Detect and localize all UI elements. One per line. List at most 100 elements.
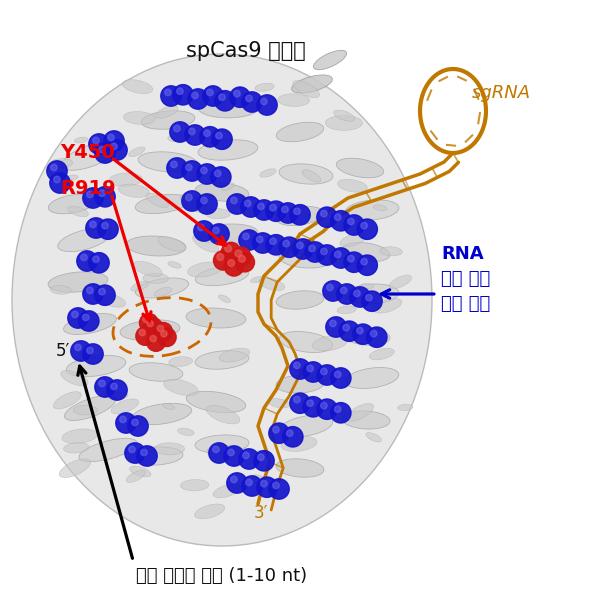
Circle shape xyxy=(98,146,105,152)
Ellipse shape xyxy=(62,142,118,170)
Circle shape xyxy=(326,284,333,290)
Ellipse shape xyxy=(163,403,175,409)
Ellipse shape xyxy=(293,80,320,98)
Circle shape xyxy=(89,134,109,154)
Circle shape xyxy=(303,397,323,417)
Ellipse shape xyxy=(302,170,321,182)
Circle shape xyxy=(104,131,124,151)
Circle shape xyxy=(212,227,219,233)
Circle shape xyxy=(245,479,252,485)
Circle shape xyxy=(154,322,173,341)
Circle shape xyxy=(86,191,93,197)
Circle shape xyxy=(241,197,261,217)
Ellipse shape xyxy=(154,287,172,296)
Ellipse shape xyxy=(198,140,258,160)
Ellipse shape xyxy=(49,194,95,214)
Circle shape xyxy=(320,368,327,374)
Circle shape xyxy=(269,238,276,244)
Circle shape xyxy=(293,397,300,403)
Circle shape xyxy=(356,328,363,334)
Circle shape xyxy=(331,211,351,231)
Ellipse shape xyxy=(220,348,250,362)
Circle shape xyxy=(200,167,207,173)
Circle shape xyxy=(128,446,135,452)
Circle shape xyxy=(232,247,251,266)
Circle shape xyxy=(344,252,364,272)
Text: 3′: 3′ xyxy=(254,504,268,522)
Circle shape xyxy=(320,248,327,254)
Circle shape xyxy=(269,423,289,443)
Ellipse shape xyxy=(126,470,145,482)
Circle shape xyxy=(185,125,205,145)
Ellipse shape xyxy=(164,379,198,395)
Circle shape xyxy=(339,321,359,341)
Circle shape xyxy=(290,205,310,225)
Ellipse shape xyxy=(275,239,311,256)
Circle shape xyxy=(334,251,341,257)
Ellipse shape xyxy=(168,133,190,142)
Circle shape xyxy=(83,188,103,208)
Ellipse shape xyxy=(252,475,264,480)
Circle shape xyxy=(89,221,96,227)
Circle shape xyxy=(242,92,262,112)
Circle shape xyxy=(257,95,277,115)
Circle shape xyxy=(367,327,387,347)
Circle shape xyxy=(214,170,221,176)
Circle shape xyxy=(344,215,364,235)
Circle shape xyxy=(235,250,242,257)
Ellipse shape xyxy=(143,273,169,283)
Ellipse shape xyxy=(61,370,88,386)
Circle shape xyxy=(83,284,103,304)
Circle shape xyxy=(71,311,78,317)
Circle shape xyxy=(233,91,240,97)
Circle shape xyxy=(89,253,109,273)
Circle shape xyxy=(305,242,325,262)
Circle shape xyxy=(146,332,166,352)
Circle shape xyxy=(200,197,207,203)
Ellipse shape xyxy=(66,175,78,180)
Ellipse shape xyxy=(195,435,249,453)
Ellipse shape xyxy=(122,80,153,94)
Circle shape xyxy=(221,242,241,262)
Ellipse shape xyxy=(206,445,244,460)
Circle shape xyxy=(242,452,249,458)
Circle shape xyxy=(260,481,267,487)
Circle shape xyxy=(161,331,167,337)
Circle shape xyxy=(218,94,225,100)
Circle shape xyxy=(362,291,382,311)
Circle shape xyxy=(98,289,105,295)
Ellipse shape xyxy=(131,281,149,291)
Circle shape xyxy=(107,380,127,400)
Ellipse shape xyxy=(342,327,390,345)
Circle shape xyxy=(257,477,277,497)
Ellipse shape xyxy=(130,466,151,477)
Circle shape xyxy=(107,140,127,160)
Ellipse shape xyxy=(129,363,183,381)
Ellipse shape xyxy=(259,278,285,290)
Circle shape xyxy=(47,161,67,181)
Ellipse shape xyxy=(64,443,89,453)
Ellipse shape xyxy=(181,479,209,491)
Ellipse shape xyxy=(338,179,367,192)
Ellipse shape xyxy=(180,194,210,213)
Ellipse shape xyxy=(66,355,126,377)
Circle shape xyxy=(353,290,360,296)
Circle shape xyxy=(200,127,220,147)
Ellipse shape xyxy=(277,122,323,142)
Ellipse shape xyxy=(206,406,240,424)
Circle shape xyxy=(110,143,117,149)
Circle shape xyxy=(125,443,145,463)
Circle shape xyxy=(92,137,99,143)
Circle shape xyxy=(281,206,288,212)
Circle shape xyxy=(353,324,373,344)
Circle shape xyxy=(370,331,377,337)
Ellipse shape xyxy=(325,116,362,130)
Circle shape xyxy=(257,203,264,209)
Ellipse shape xyxy=(292,75,332,93)
Circle shape xyxy=(239,449,259,469)
Ellipse shape xyxy=(50,158,73,168)
Circle shape xyxy=(161,86,181,106)
Circle shape xyxy=(343,325,349,331)
Circle shape xyxy=(290,393,310,413)
Circle shape xyxy=(170,161,177,167)
